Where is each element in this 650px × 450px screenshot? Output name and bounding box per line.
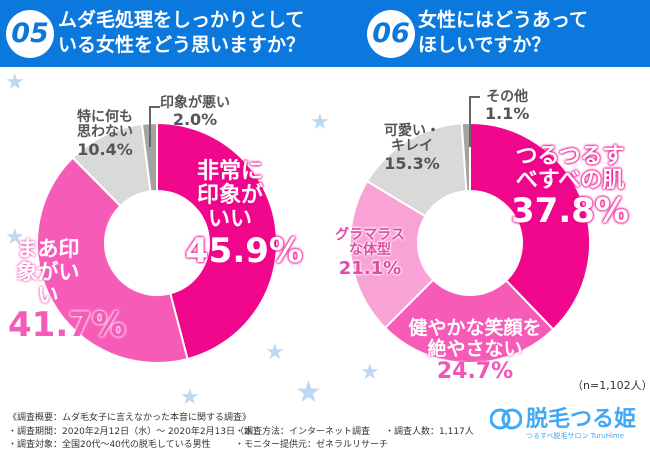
- question-title: ムダ毛処理をしっかりとして いる女性をどう思いますか？: [58, 9, 306, 56]
- donut-slice: [383, 278, 555, 364]
- header: 05 ムダ毛処理をしっかりとして いる女性をどう思いますか？ 06 女性にはどうあ…: [0, 0, 650, 67]
- sample-size: （n=1,102人）: [572, 379, 650, 392]
- survey-period: ・調査期間：2020年2月12日（水）～ 2020年2月13日（木）: [8, 427, 263, 437]
- donut-charts: [36, 96, 591, 364]
- slice-label: つるつるすべすべの肌 37.8%: [511, 144, 629, 232]
- star-decoration: ★: [5, 70, 25, 95]
- donut-slice: [469, 121, 591, 331]
- donut-slice: [140, 121, 158, 193]
- survey-provider: ・モニター提供元：ゼネラルリサーチ: [235, 440, 389, 450]
- donut-slice: [156, 121, 278, 361]
- slice-label: 可愛い・キレイ 15.3%: [384, 123, 440, 173]
- star-decoration: ★: [265, 340, 285, 365]
- survey-count: ・調査人数：1,117人: [385, 427, 474, 437]
- star-decoration: ★: [5, 225, 25, 250]
- slice-label: グラマラスな体型 21.1%: [335, 227, 405, 279]
- slice-label: その他 1.1%: [485, 89, 530, 124]
- leader-line: [469, 96, 480, 147]
- question-number: 06: [367, 10, 415, 58]
- slice-label: 印象が悪い 2.0%: [160, 95, 230, 130]
- star-decoration: ★: [180, 385, 200, 410]
- donut-chart-q06: [349, 121, 591, 364]
- leader-line: [149, 106, 160, 147]
- question-title: 女性にはどうあって ほしいですか？: [418, 9, 589, 56]
- donut-slice: [349, 179, 435, 330]
- question-number: 05: [6, 10, 54, 58]
- logo-mark-icon: [489, 408, 523, 430]
- slice-label: まあ印象がいい 41.7%: [8, 237, 126, 346]
- survey-target: ・調査対象：全国20代～40代の脱毛している男性: [8, 440, 211, 450]
- star-decoration: ★: [310, 110, 330, 135]
- donut-slice: [460, 121, 471, 193]
- donut-slice: [36, 156, 189, 364]
- slice-label: 健やかな笑顔を絶やさない 24.7%: [408, 317, 542, 384]
- star-decoration: ★: [360, 360, 380, 385]
- slice-label: 特に何も思わない 10.4%: [77, 109, 133, 159]
- brand-logo: 脱毛つる姫 つるすべ脱毛サロン TuruHime: [489, 403, 636, 440]
- star-decoration: ★: [295, 375, 322, 410]
- slice-label: 非常に印象がいい 45.9%: [185, 159, 303, 271]
- donut-chart-q05: [36, 121, 278, 364]
- survey-method: ・調査方法：インターネット調査: [235, 427, 371, 437]
- survey-overview: 《調査概要：ムダ毛女子に言えなかった本音に関する調査》: [8, 413, 252, 423]
